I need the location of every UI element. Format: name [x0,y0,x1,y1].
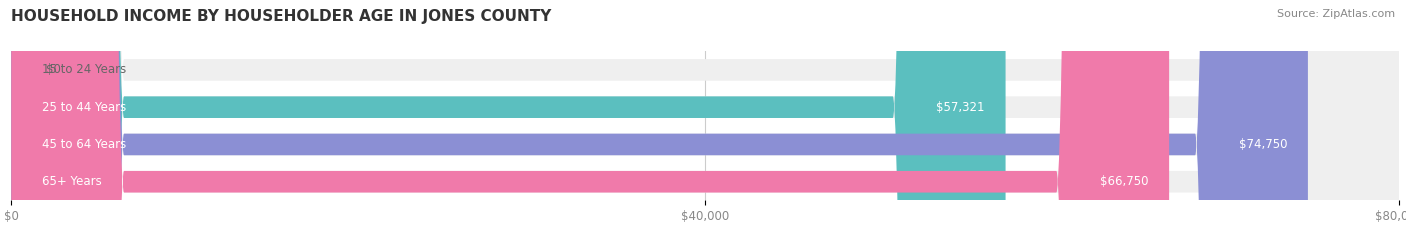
FancyBboxPatch shape [11,0,1399,233]
Text: 45 to 64 Years: 45 to 64 Years [42,138,127,151]
FancyBboxPatch shape [11,0,1399,233]
Text: $66,750: $66,750 [1099,175,1149,188]
FancyBboxPatch shape [11,0,1170,233]
FancyBboxPatch shape [11,0,1399,233]
Text: 65+ Years: 65+ Years [42,175,103,188]
FancyBboxPatch shape [11,0,1399,233]
Text: HOUSEHOLD INCOME BY HOUSEHOLDER AGE IN JONES COUNTY: HOUSEHOLD INCOME BY HOUSEHOLDER AGE IN J… [11,9,551,24]
Text: $57,321: $57,321 [936,101,984,114]
Text: 25 to 44 Years: 25 to 44 Years [42,101,127,114]
Text: Source: ZipAtlas.com: Source: ZipAtlas.com [1277,9,1395,19]
Text: $0: $0 [46,63,60,76]
Text: $74,750: $74,750 [1239,138,1286,151]
Text: 15 to 24 Years: 15 to 24 Years [42,63,127,76]
FancyBboxPatch shape [11,0,1005,233]
FancyBboxPatch shape [11,0,1308,233]
